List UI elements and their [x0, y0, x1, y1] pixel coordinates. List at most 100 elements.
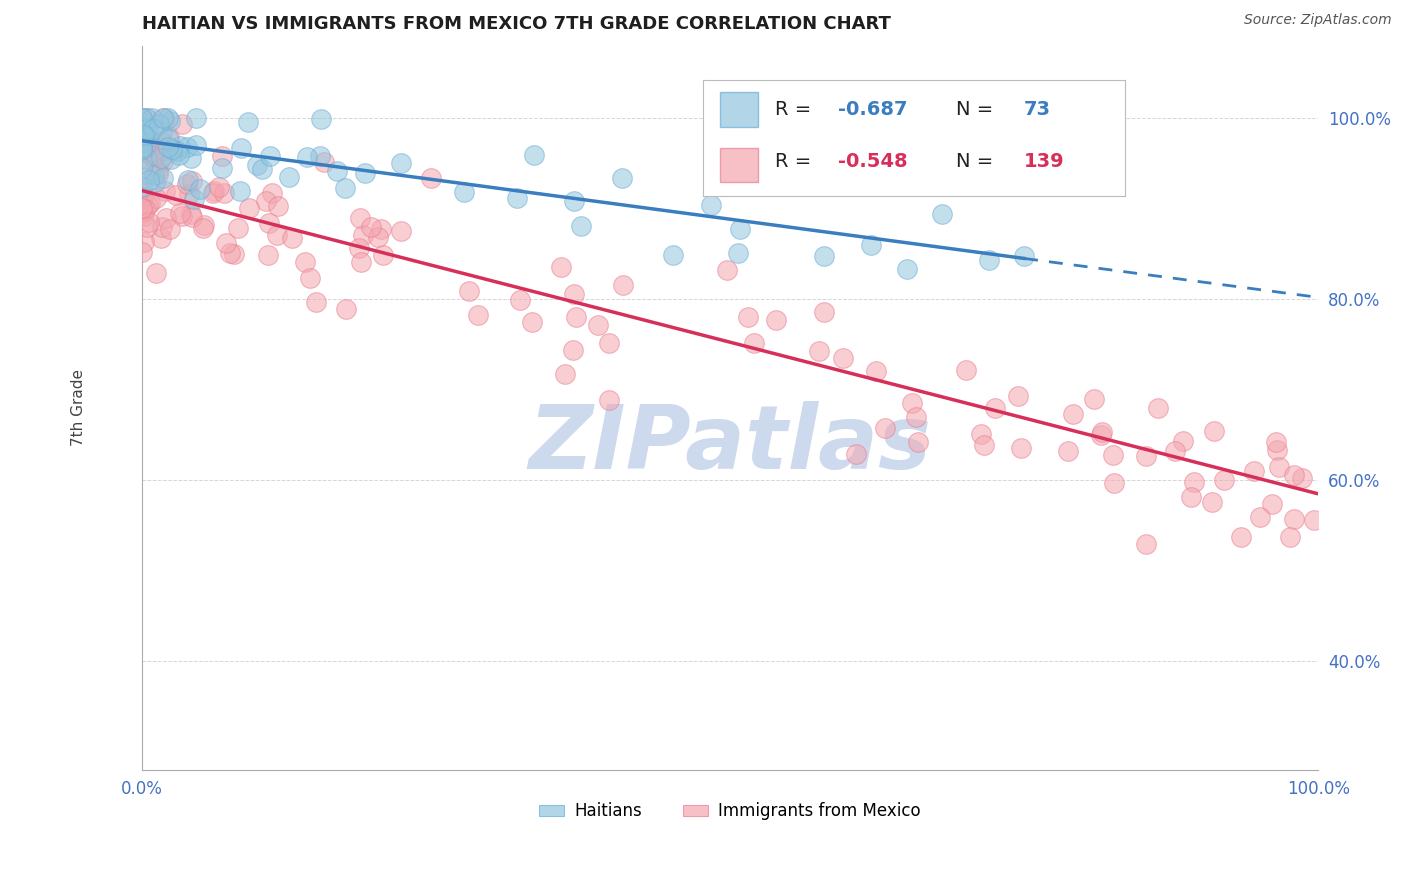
Point: [955, 362, 977, 376]
Text: -0.548: -0.548: [838, 152, 908, 171]
Point: [157, 132, 180, 146]
Point: [977, 253, 1000, 268]
Point: [662, 248, 685, 262]
Point: [1083, 392, 1105, 406]
Point: [1007, 389, 1029, 403]
Point: [131, 135, 153, 149]
Point: [208, 180, 231, 194]
Point: [136, 134, 159, 148]
Point: [1057, 443, 1080, 458]
Point: [131, 180, 153, 194]
Point: [159, 222, 181, 236]
Point: [335, 301, 357, 316]
Point: [309, 149, 332, 163]
Point: [150, 219, 173, 234]
Point: [1249, 509, 1271, 524]
Point: [218, 246, 240, 260]
Point: [152, 111, 174, 125]
Point: [1102, 448, 1125, 462]
Point: [250, 161, 273, 176]
Point: [728, 222, 751, 236]
Point: [349, 211, 371, 225]
Point: [132, 235, 155, 250]
Point: [907, 434, 929, 449]
Point: [186, 137, 208, 152]
Point: [256, 194, 278, 208]
Point: [156, 111, 179, 125]
Point: [139, 195, 162, 210]
Point: [191, 220, 214, 235]
Point: [1010, 441, 1032, 455]
Point: [176, 177, 198, 191]
Point: [807, 343, 830, 358]
Point: [278, 170, 301, 185]
Point: [873, 421, 896, 435]
FancyBboxPatch shape: [720, 147, 758, 182]
Point: [299, 271, 322, 285]
Point: [1278, 530, 1301, 544]
Text: N =: N =: [956, 100, 993, 119]
Point: [141, 111, 163, 125]
Point: [131, 111, 153, 125]
Point: [211, 149, 233, 163]
Point: [742, 336, 765, 351]
Point: [169, 138, 191, 153]
Point: [1213, 474, 1236, 488]
Point: [226, 221, 249, 235]
Point: [146, 167, 169, 181]
Point: [901, 396, 924, 410]
Point: [260, 186, 283, 201]
Point: [150, 151, 173, 165]
Point: [1091, 425, 1114, 440]
Point: [131, 125, 153, 139]
Point: [561, 343, 583, 357]
Point: [135, 219, 157, 234]
Point: [132, 190, 155, 204]
Point: [165, 188, 187, 202]
Point: [565, 310, 588, 324]
Point: [155, 185, 177, 199]
Point: [569, 219, 592, 234]
Point: [297, 150, 319, 164]
Point: [202, 186, 225, 200]
Text: N =: N =: [956, 152, 993, 171]
Point: [138, 146, 160, 161]
Text: 139: 139: [1024, 152, 1064, 171]
Point: [309, 112, 332, 126]
Point: [598, 392, 620, 407]
Point: [354, 166, 377, 180]
Point: [131, 141, 153, 155]
Point: [389, 224, 412, 238]
Point: [281, 231, 304, 245]
Point: [1135, 537, 1157, 551]
Point: [367, 230, 389, 244]
Point: [177, 186, 200, 201]
Point: [931, 206, 953, 220]
Point: [136, 130, 159, 145]
Point: [145, 191, 167, 205]
Point: [135, 111, 157, 125]
Point: [831, 351, 853, 366]
Point: [1291, 471, 1313, 485]
Point: [131, 203, 153, 218]
Point: [149, 231, 172, 245]
Point: [136, 122, 159, 136]
Point: [166, 144, 188, 158]
Point: [132, 131, 155, 145]
Point: [1268, 460, 1291, 475]
Point: [737, 310, 759, 325]
Point: [467, 308, 489, 322]
Point: [509, 293, 531, 307]
FancyBboxPatch shape: [720, 92, 758, 127]
Point: [180, 151, 202, 165]
Point: [1260, 497, 1282, 511]
Point: [170, 117, 193, 131]
Point: [214, 235, 236, 250]
Point: [389, 155, 412, 169]
Point: [238, 202, 260, 216]
Point: [1146, 401, 1168, 415]
Point: [160, 142, 183, 156]
Point: [148, 117, 170, 131]
Point: [1302, 513, 1324, 527]
Point: [505, 191, 527, 205]
